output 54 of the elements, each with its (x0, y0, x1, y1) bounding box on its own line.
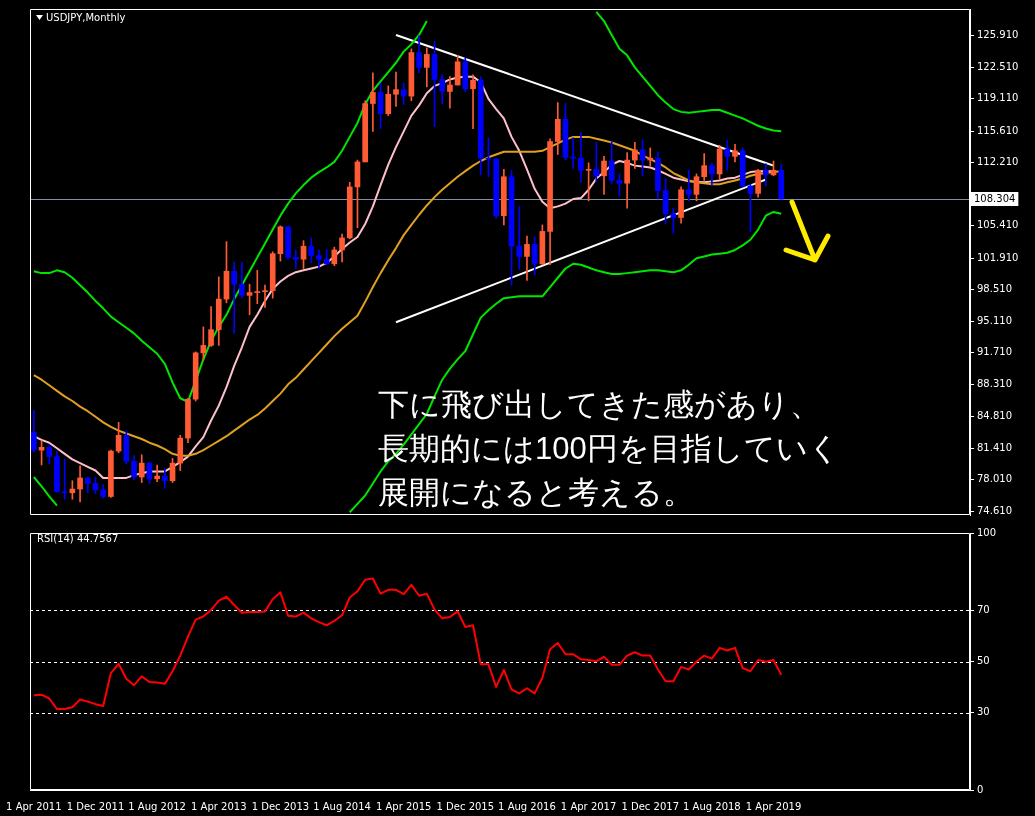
x-tick-label: 1 Aug 2018 (683, 800, 741, 812)
y-tick-label: 105.410 (977, 219, 1019, 231)
x-tick-label: 1 Apr 2011 (6, 800, 62, 812)
candlestick (262, 284, 268, 308)
candlestick (578, 131, 584, 183)
candlestick (516, 206, 523, 270)
y-tick-label: 100 (977, 526, 997, 538)
candlestick (470, 74, 476, 129)
candlestick (231, 261, 238, 334)
x-tick-label: 1 Aug 2014 (313, 800, 371, 812)
x-tick-label: 1 Apr 2015 (375, 800, 432, 812)
y-tick-label: 78.010 (977, 473, 1012, 485)
x-tick-label: 1 Apr 2019 (745, 800, 802, 812)
candlestick (370, 72, 376, 132)
candlestick (724, 140, 731, 171)
y-tick-label: 30 (977, 706, 990, 718)
candlestick (254, 270, 261, 305)
y-tick-label: 112.210 (977, 156, 1019, 168)
y-tick-label: 84.810 (977, 410, 1012, 422)
y-tick-label: 91.710 (977, 346, 1012, 358)
candlestick (292, 249, 299, 269)
chart-title: USDJPY,Monthly (46, 12, 126, 23)
y-tick-label: 98.510 (977, 283, 1012, 295)
candlestick (570, 137, 577, 169)
x-tick-label: 1 Aug 2016 (498, 800, 556, 812)
x-tick-label: 1 Aug 2012 (128, 800, 186, 812)
chart-title: RSI(14) 44.7567 (37, 533, 119, 544)
y-tick-label: 50 (977, 655, 990, 667)
x-tick-label: 1 Dec 2015 (436, 800, 495, 812)
candlestick (685, 169, 692, 202)
y-tick-label: 115.610 (977, 124, 1019, 136)
candlestick (154, 464, 160, 482)
ref-line-label: 108.304 (974, 192, 1016, 204)
x-tick-label: 1 Dec 2011 (66, 800, 125, 812)
y-tick-label: 81.410 (977, 441, 1012, 453)
x-tick-label: 1 Dec 2013 (251, 800, 310, 812)
candlestick (61, 459, 68, 500)
candlestick (593, 142, 600, 182)
candlestick (162, 468, 168, 489)
y-tick-label: 101.910 (977, 251, 1019, 263)
y-tick-label: 88.310 (977, 377, 1012, 389)
y-tick-label: 0 (977, 783, 984, 795)
y-tick-label: 122.510 (977, 60, 1019, 72)
y-tick-label: 70 (977, 603, 990, 615)
x-tick-label: 1 Apr 2017 (560, 800, 617, 812)
y-tick-label: 119.110 (977, 92, 1019, 104)
y-tick-label: 125.910 (977, 29, 1019, 41)
x-tick-label: 1 Apr 2013 (191, 800, 247, 812)
x-tick-label: 1 Dec 2017 (621, 800, 680, 812)
candlestick (762, 163, 769, 187)
candlestick (447, 76, 453, 109)
y-tick-label: 95.110 (977, 314, 1012, 326)
candlestick (393, 71, 399, 107)
y-tick-label: 74.610 (977, 504, 1012, 516)
